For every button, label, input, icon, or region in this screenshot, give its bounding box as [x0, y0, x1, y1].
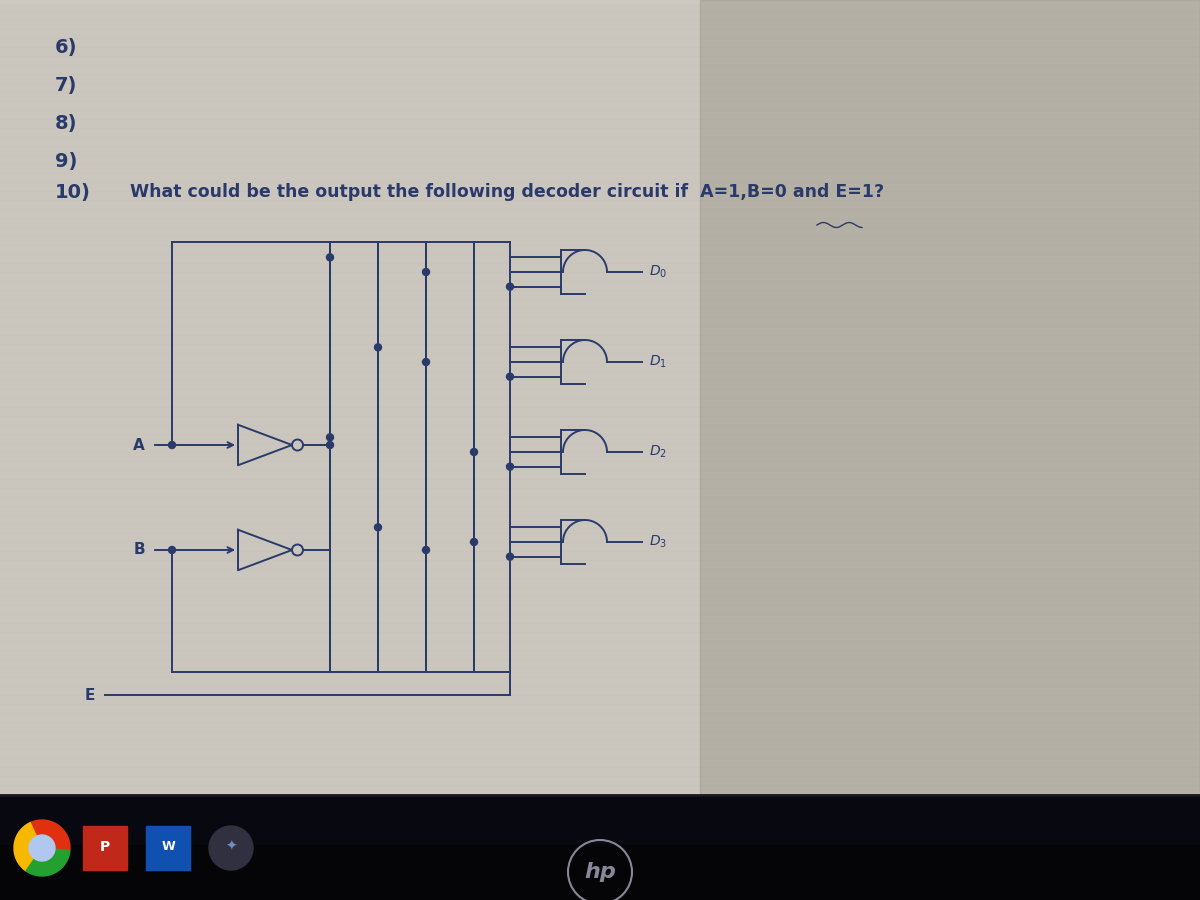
Circle shape [29, 835, 55, 861]
Text: 7): 7) [55, 76, 77, 95]
Circle shape [168, 546, 175, 554]
Text: W: W [161, 841, 175, 853]
Bar [146, 826, 190, 870]
Text: 10): 10) [55, 183, 91, 202]
Circle shape [422, 546, 430, 554]
Circle shape [506, 374, 514, 380]
Bar [0, 845, 1200, 900]
Circle shape [168, 442, 175, 448]
Text: A: A [133, 437, 145, 453]
Text: ✦: ✦ [226, 840, 236, 854]
Text: hp: hp [584, 862, 616, 882]
Polygon shape [700, 0, 1200, 795]
Circle shape [209, 826, 253, 870]
Circle shape [506, 554, 514, 560]
Circle shape [506, 284, 514, 290]
Text: E: E [85, 688, 95, 703]
Text: 9): 9) [55, 152, 77, 171]
Bar [0, 0, 1200, 795]
Text: B: B [133, 543, 145, 557]
Bar [83, 826, 127, 870]
Circle shape [470, 448, 478, 455]
Polygon shape [26, 848, 70, 876]
Circle shape [374, 524, 382, 531]
Text: P: P [100, 840, 110, 854]
Circle shape [374, 344, 382, 351]
Circle shape [506, 464, 514, 470]
Circle shape [326, 442, 334, 448]
Bar [0, 800, 1200, 900]
Text: 8): 8) [55, 114, 78, 133]
Text: What could be the output the following decoder circuit if  A=1,B=0 and E=1?: What could be the output the following d… [130, 183, 884, 201]
Circle shape [422, 358, 430, 365]
Text: $D_2$: $D_2$ [649, 444, 667, 460]
Text: $D_1$: $D_1$ [649, 354, 667, 370]
Circle shape [326, 254, 334, 261]
Polygon shape [30, 820, 70, 850]
Text: 6): 6) [55, 38, 78, 57]
Circle shape [470, 538, 478, 545]
Circle shape [326, 434, 334, 441]
Circle shape [422, 268, 430, 275]
Bar [0, 800, 1200, 900]
Text: $D_3$: $D_3$ [649, 534, 667, 550]
Text: $D_0$: $D_0$ [649, 264, 667, 280]
Bar [0, 795, 1200, 900]
Polygon shape [14, 823, 42, 871]
